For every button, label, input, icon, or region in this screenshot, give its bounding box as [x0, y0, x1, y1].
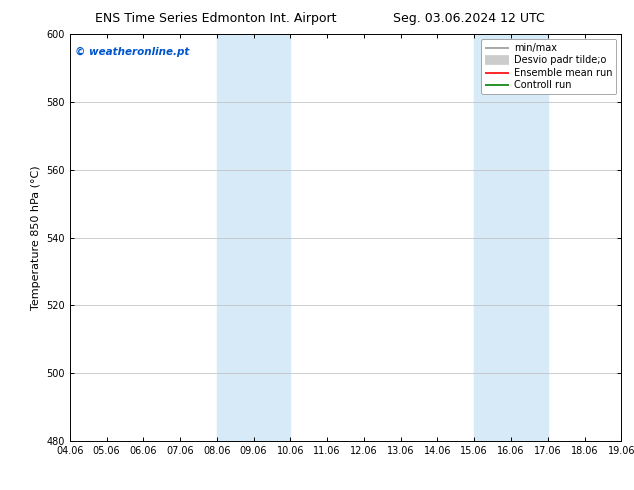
Text: Seg. 03.06.2024 12 UTC: Seg. 03.06.2024 12 UTC [393, 12, 545, 25]
Legend: min/max, Desvio padr tilde;o, Ensemble mean run, Controll run: min/max, Desvio padr tilde;o, Ensemble m… [481, 39, 616, 94]
Bar [474, 34, 548, 441]
Bar [217, 34, 290, 441]
Y-axis label: Temperature 850 hPa (°C): Temperature 850 hPa (°C) [30, 165, 41, 310]
Text: © weatheronline.pt: © weatheronline.pt [75, 47, 190, 56]
Text: ENS Time Series Edmonton Int. Airport: ENS Time Series Edmonton Int. Airport [95, 12, 336, 25]
